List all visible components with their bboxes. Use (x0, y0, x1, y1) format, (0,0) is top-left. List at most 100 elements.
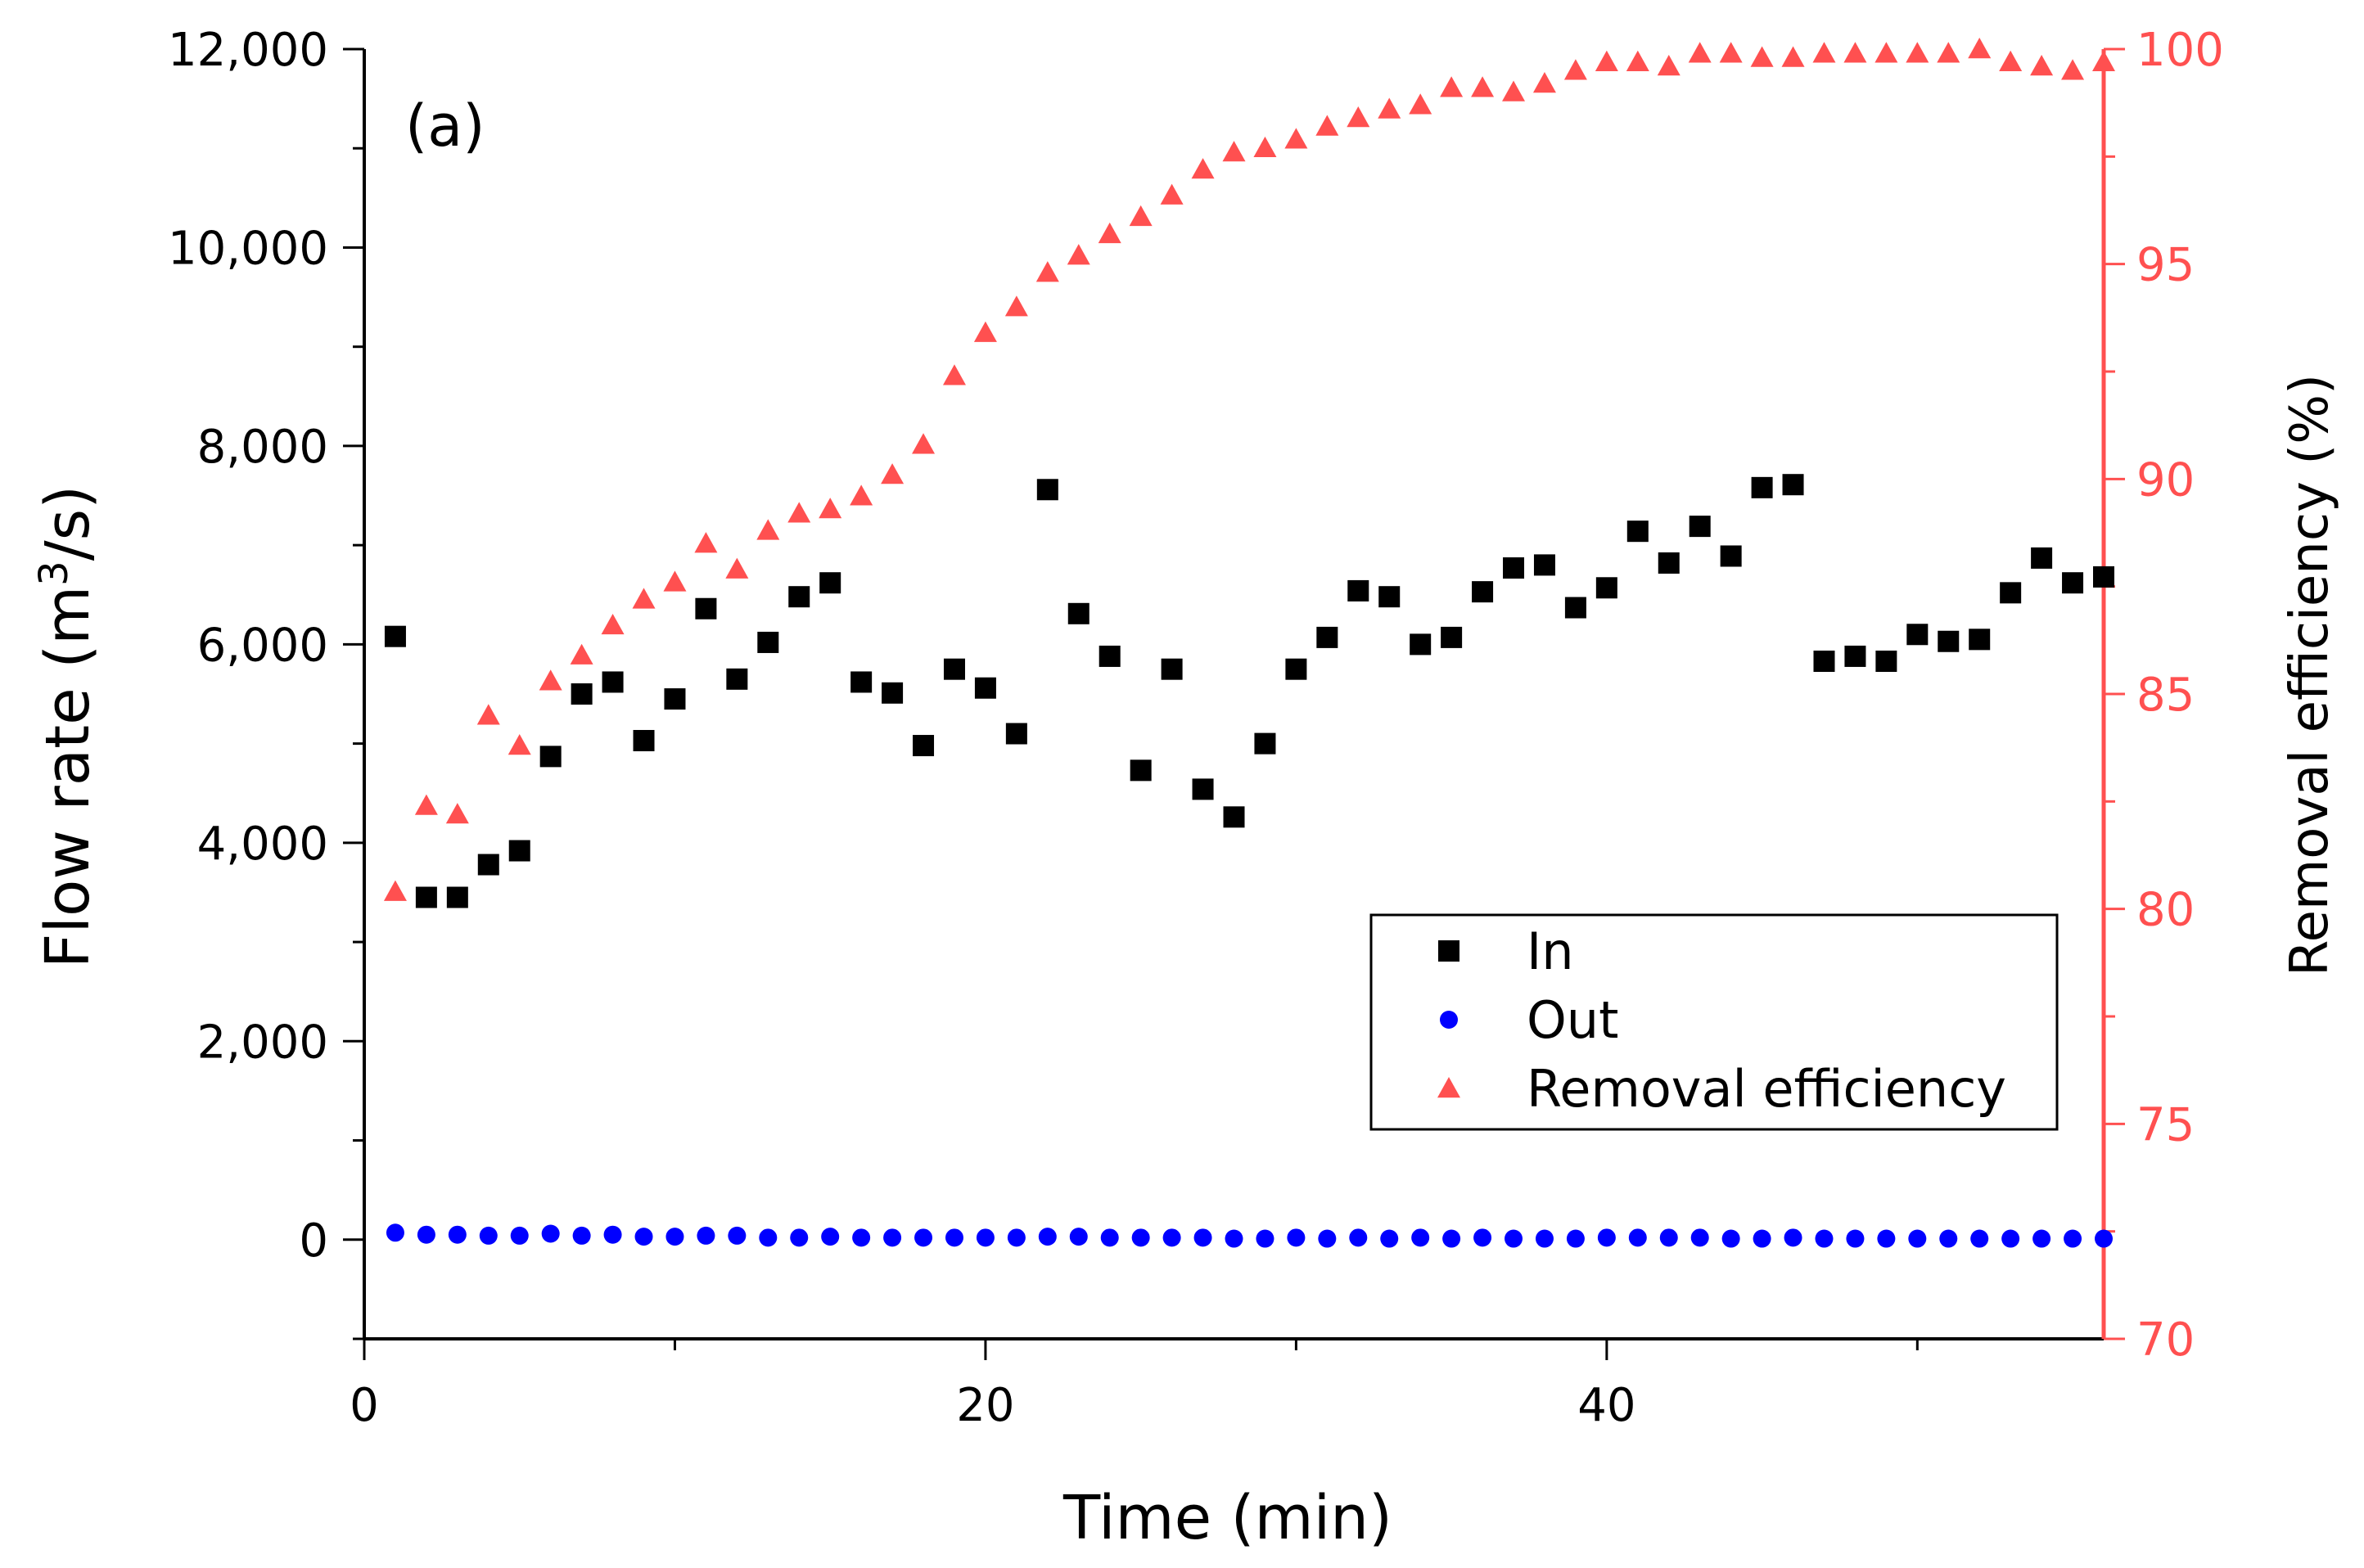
in-point (1875, 650, 1897, 672)
efficiency-point (1284, 128, 1308, 149)
axes (363, 49, 2106, 1340)
efficiency-point (1502, 80, 1526, 101)
out-point (852, 1228, 871, 1247)
right-axis-ticks: 70 75 80 85 90 95 100 (2104, 24, 2224, 1367)
out-point (697, 1226, 715, 1245)
in-point (726, 668, 748, 690)
out-point (1131, 1228, 1150, 1247)
left-tick-label: 10,000 (168, 222, 328, 275)
out-point (2095, 1229, 2113, 1248)
efficiency-point (756, 519, 780, 540)
efficiency-point (1035, 261, 1059, 282)
right-tick-label: 75 (2136, 1098, 2195, 1151)
out-point (1100, 1228, 1119, 1247)
efficiency-point (445, 803, 469, 824)
bottom-axis-ticks: 0 20 40 (350, 1339, 1919, 1432)
out-point (1505, 1229, 1523, 1248)
in-point (1067, 602, 1090, 624)
out-point (1442, 1229, 1461, 1248)
in-point (2062, 572, 2084, 594)
out-point (2001, 1229, 2020, 1248)
in-point (477, 854, 499, 876)
efficiency-point (2092, 50, 2115, 71)
in-point (1564, 597, 1586, 619)
out-point (541, 1224, 560, 1243)
left-tick-label: 12,000 (168, 24, 328, 77)
out-point (976, 1228, 995, 1247)
in-point (1410, 633, 1432, 656)
in-point (1782, 474, 1804, 496)
efficiency-point (1875, 42, 1898, 63)
efficiency-point (1160, 183, 1184, 205)
in-point (1751, 476, 1773, 498)
out-point (1970, 1229, 1989, 1248)
efficiency-point (1657, 55, 1681, 76)
out-point (1815, 1229, 1834, 1248)
out-point (572, 1226, 591, 1245)
legend-marker-circle (1440, 1011, 1458, 1029)
out-point (479, 1226, 498, 1245)
efficiency-point (663, 570, 687, 592)
efficiency-point (1812, 42, 1836, 63)
efficiency-point (787, 502, 811, 523)
bottom-tick-label: 20 (956, 1379, 1014, 1432)
out-point (883, 1228, 902, 1247)
out-point (1162, 1228, 1181, 1247)
in-point (1503, 557, 1525, 579)
out-point (1380, 1229, 1399, 1248)
out-point (386, 1223, 404, 1242)
in-point (1658, 552, 1680, 574)
legend-label: Removal efficiency (1527, 1059, 2006, 1119)
in-point (1223, 806, 1245, 828)
in-point (1533, 554, 1555, 576)
in-point (695, 597, 717, 620)
efficiency-point (539, 669, 562, 691)
in-point (943, 658, 965, 680)
left-axis-ticks: 0 2,000 4,000 6,000 8,000 10,000 12,000 (168, 24, 364, 1340)
efficiency-point (508, 734, 531, 755)
right-tick-label: 70 (2136, 1313, 2195, 1367)
out-point (1784, 1228, 1802, 1247)
efficiency-point (942, 364, 966, 385)
out-point (2032, 1229, 2051, 1248)
in-point (819, 572, 841, 594)
in-point (1595, 577, 1617, 599)
efficiency-point (383, 880, 407, 901)
out-point (1908, 1229, 1927, 1248)
efficiency-point (1532, 72, 1556, 93)
left-tick-label: 8,000 (197, 421, 328, 474)
out-point (945, 1228, 963, 1247)
out-point (1690, 1228, 1709, 1247)
efficiency-point (1937, 42, 1960, 63)
in-point (633, 729, 655, 751)
in-point (602, 671, 624, 693)
in-point (415, 886, 437, 908)
in-point (384, 625, 406, 647)
in-point (788, 586, 810, 608)
out-point (1318, 1229, 1337, 1248)
in-point (913, 735, 935, 757)
right-tick-label: 80 (2136, 884, 2195, 937)
out-point (1473, 1228, 1492, 1247)
in-point (1099, 645, 1121, 667)
efficiency-point (725, 557, 749, 579)
out-point (2064, 1229, 2082, 1248)
in-point (1472, 581, 1494, 603)
right-tick-label: 100 (2136, 24, 2224, 77)
in-point (1938, 630, 1960, 652)
efficiency-point (1315, 115, 1339, 136)
out-point (821, 1228, 840, 1246)
legend-box (1369, 913, 2059, 1131)
out-point (510, 1226, 529, 1245)
out-point (1535, 1229, 1554, 1248)
in-point (1161, 658, 1183, 680)
series-in (384, 474, 2114, 908)
efficiency-point (632, 588, 656, 609)
in-point (1254, 732, 1276, 755)
out-point (1256, 1229, 1274, 1248)
efficiency-point (2061, 59, 2085, 80)
out-point (790, 1228, 809, 1247)
efficiency-point (570, 643, 593, 665)
